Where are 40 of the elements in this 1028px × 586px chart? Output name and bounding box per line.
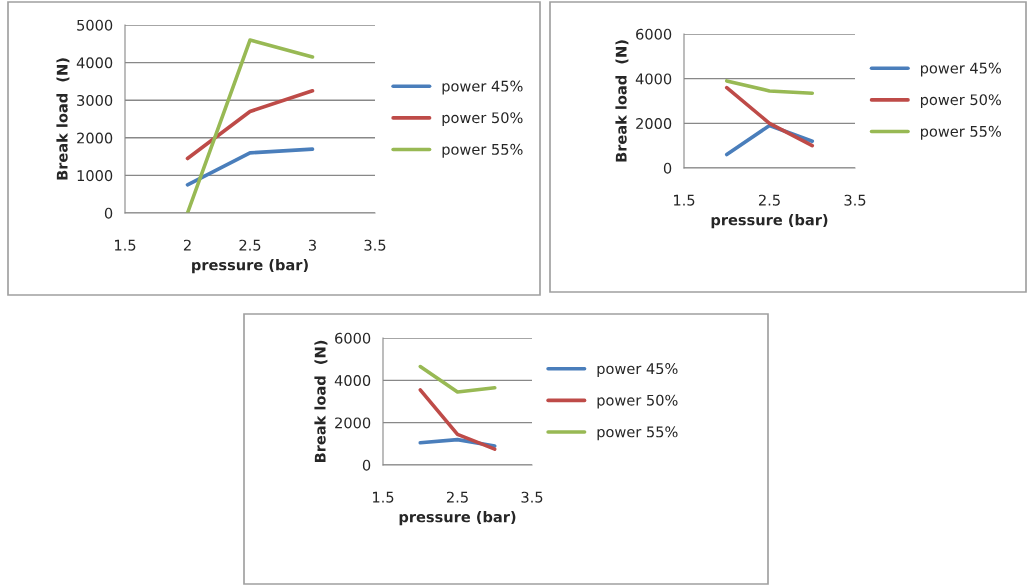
y-tick-label: 0 (362, 459, 371, 471)
legend-label: power 45% (442, 80, 523, 95)
y-tick-label: 4000 (76, 57, 113, 69)
x-tick-label: 2.5 (239, 239, 261, 251)
y-tick-label: 2000 (335, 417, 371, 429)
y-tick-label: 2000 (636, 118, 672, 130)
legend-label: power 55% (920, 125, 1001, 140)
legend-label: power 50% (597, 394, 678, 409)
x-tick-label: 3.5 (844, 194, 866, 206)
x-tick-label: 1.5 (674, 194, 695, 206)
y-tick-label: 4000 (334, 375, 371, 387)
x-axis-title: pressure (bar) (192, 259, 308, 274)
legend-label: power 50% (442, 112, 523, 127)
y-tick-label: 1000 (77, 170, 113, 182)
y-tick-label: 4000 (635, 73, 672, 85)
y-tick-label: 3000 (77, 94, 113, 106)
y-tick-label: 2000 (77, 132, 113, 144)
legend-label: power 45% (597, 363, 678, 377)
y-tick-label: 6000 (636, 28, 672, 40)
x-axis-title: pressure (bar) (399, 511, 516, 526)
x-tick-label: 1.5 (115, 239, 136, 251)
x-tick-label: 2.5 (446, 491, 468, 503)
x-tick-label: 3.5 (364, 239, 386, 251)
x-tick-label: 2 (183, 239, 191, 251)
y-axis-title: Break load (N) (314, 340, 328, 463)
legend-label: power 55% (442, 143, 523, 158)
y-tick-label: 0 (104, 207, 113, 219)
x-tick-label: 3.5 (521, 491, 543, 503)
x-tick-label: 3 (308, 239, 316, 251)
legend-label: power 45% (920, 62, 1001, 77)
y-tick-label: 0 (663, 162, 672, 174)
legend-label: power 50% (920, 94, 1001, 109)
y-axis-title: Break load (N) (56, 58, 70, 180)
y-tick-label: 6000 (335, 332, 371, 344)
x-tick-label: 1.5 (373, 491, 394, 503)
x-tick-label: 2.5 (758, 194, 780, 206)
legend-label: power 55% (597, 426, 678, 441)
y-tick-label: 5000 (77, 19, 113, 31)
y-axis-title: Break load (N) (615, 40, 629, 162)
x-axis-title: pressure (bar) (711, 214, 828, 229)
